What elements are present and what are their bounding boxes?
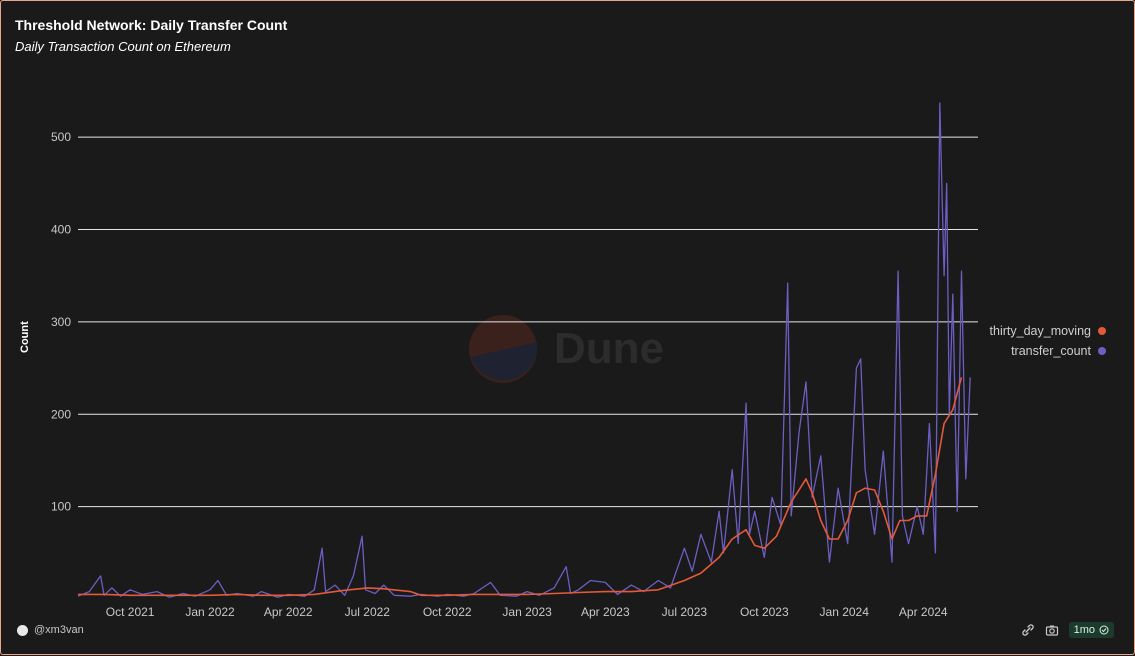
avatar [17, 624, 28, 636]
x-tick-label: Apr 2022 [264, 605, 313, 619]
dune-watermark: Dune [468, 314, 664, 384]
legend-item-transfer-count[interactable]: transfer_count [990, 341, 1106, 361]
x-tick-label: Jul 2023 [662, 605, 708, 619]
legend-item-thirty-day-moving[interactable]: thirty_day_moving [990, 321, 1106, 341]
legend-dot-icon [1098, 347, 1106, 355]
series-line-thirty-day-moving [78, 377, 963, 597]
x-tick-label: Jan 2023 [502, 605, 552, 619]
check-circle-icon [1099, 625, 1109, 635]
y-tick-label: 400 [51, 223, 71, 237]
legend: thirty_day_moving transfer_count [990, 321, 1106, 361]
legend-dot-icon [1098, 327, 1106, 335]
x-tick-label: Apr 2023 [581, 605, 630, 619]
author-name: @xm3van [34, 624, 84, 636]
x-tick-label: Apr 2024 [899, 605, 948, 619]
age-badge[interactable]: 1mo [1068, 622, 1114, 638]
y-tick-label: 300 [51, 315, 71, 329]
link-icon[interactable] [1021, 623, 1035, 637]
chart-title: Threshold Network: Daily Transfer Count [15, 17, 288, 33]
x-tick-label: Oct 2023 [740, 605, 789, 619]
dune-logo-icon [469, 315, 538, 383]
chart-subtitle: Daily Transaction Count on Ethereum [15, 39, 231, 54]
y-tick-label: 100 [51, 500, 71, 514]
y-tick-label: 500 [51, 130, 71, 144]
x-tick-label: Jan 2022 [185, 605, 235, 619]
x-tick-label: Jul 2022 [345, 605, 391, 619]
x-tick-label: Oct 2022 [423, 605, 472, 619]
legend-label: thirty_day_moving [989, 324, 1091, 338]
legend-label: transfer_count [1011, 344, 1091, 358]
series-line-transfer-count [77, 102, 971, 598]
y-tick-label: 200 [51, 407, 71, 421]
footer-tools: 1mo [1021, 622, 1114, 638]
x-tick-label: Jan 2024 [820, 605, 870, 619]
x-tick-label: Oct 2021 [106, 605, 155, 619]
watermark-text: Dune [554, 324, 664, 373]
author-link[interactable]: @xm3van [17, 624, 84, 636]
camera-icon[interactable] [1045, 623, 1059, 637]
age-badge-label: 1mo [1073, 624, 1095, 636]
